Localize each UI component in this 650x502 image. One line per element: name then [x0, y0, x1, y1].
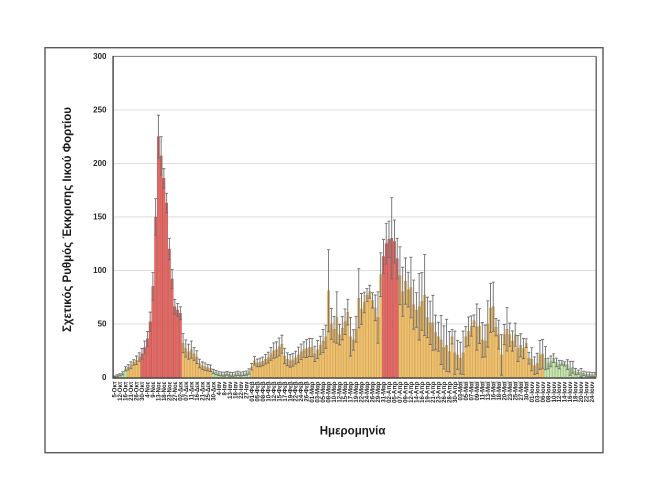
- svg-text:19-Μαρ: 19-Μαρ: [354, 381, 360, 402]
- svg-text:22-Φεβ: 22-Φεβ: [294, 381, 300, 401]
- svg-text:09-Μαϊ: 09-Μαϊ: [475, 381, 481, 400]
- svg-text:150: 150: [93, 213, 107, 222]
- svg-text:29-Μαρ: 29-Μαρ: [376, 381, 382, 402]
- svg-text:23-Νοε: 23-Νοε: [167, 381, 173, 401]
- svg-text:24-Μαρ: 24-Μαρ: [365, 381, 371, 402]
- svg-text:10-Φεβ: 10-Φεβ: [266, 381, 272, 401]
- svg-text:08-Μαρ: 08-Μαρ: [327, 381, 333, 402]
- svg-text:05-Μαϊ: 05-Μαϊ: [464, 381, 470, 400]
- svg-text:27-Νοε: 27-Νοε: [173, 381, 179, 401]
- svg-text:17-Φεβ: 17-Φεβ: [283, 381, 289, 401]
- svg-text:05-Φεβ: 05-Φεβ: [255, 381, 261, 401]
- svg-text:27-Ιαν: 27-Ιαν: [244, 381, 250, 399]
- svg-text:25-Μαϊ: 25-Μαϊ: [513, 381, 519, 400]
- svg-text:30-Απρ: 30-Απρ: [453, 381, 459, 403]
- svg-text:22-Μαρ: 22-Μαρ: [360, 381, 366, 402]
- svg-text:10-Μαρ: 10-Μαρ: [332, 381, 338, 402]
- svg-text:200: 200: [93, 159, 107, 168]
- svg-text:20-Ιουν: 20-Ιουν: [579, 381, 585, 402]
- svg-text:15-Φεβ: 15-Φεβ: [277, 381, 283, 401]
- svg-text:14-Ιουν: 14-Ιουν: [563, 381, 569, 402]
- svg-text:08-Φεβ: 08-Φεβ: [261, 381, 267, 401]
- svg-text:07-Δεκ: 07-Δεκ: [184, 381, 190, 401]
- svg-text:26-Οκτ: 26-Οκτ: [135, 381, 141, 401]
- svg-text:30-Οκτ: 30-Οκτ: [140, 381, 146, 401]
- svg-text:01-Μαρ: 01-Μαρ: [310, 381, 316, 402]
- svg-text:01-Ιουν: 01-Ιουν: [530, 381, 536, 402]
- svg-text:09-Απρ: 09-Απρ: [404, 381, 410, 403]
- svg-text:26-Μαρ: 26-Μαρ: [371, 381, 377, 402]
- svg-text:16-Οκτ: 16-Οκτ: [124, 381, 130, 401]
- svg-text:23-Μαϊ: 23-Μαϊ: [508, 381, 514, 400]
- svg-text:8-Ιαν: 8-Ιαν: [222, 381, 228, 396]
- svg-text:24-Φεβ: 24-Φεβ: [299, 381, 305, 401]
- svg-text:18-Μαϊ: 18-Μαϊ: [497, 381, 503, 400]
- svg-text:250: 250: [93, 106, 107, 115]
- svg-text:Σχετικός Ρυθμός Έκκρισης Ιικού: Σχετικός Ρυθμός Έκκρισης Ιικού Φορτίου: [62, 107, 74, 332]
- svg-text:16-Μαϊ: 16-Μαϊ: [491, 381, 497, 400]
- svg-text:23-Απρ: 23-Απρ: [436, 381, 442, 403]
- svg-text:20-Μαϊ: 20-Μαϊ: [502, 381, 508, 400]
- svg-text:16-Δεκ: 16-Δεκ: [195, 381, 201, 401]
- svg-text:19-Απρ: 19-Απρ: [425, 381, 431, 403]
- svg-text:21-Οκτ: 21-Οκτ: [129, 381, 135, 401]
- svg-text:28-Απρ: 28-Απρ: [447, 381, 453, 403]
- svg-text:5-Οκτ: 5-Οκτ: [113, 381, 119, 397]
- svg-text:19-Φεβ: 19-Φεβ: [288, 381, 294, 401]
- svg-text:26-Απρ: 26-Απρ: [442, 381, 448, 403]
- svg-text:30-Δεκ: 30-Δεκ: [211, 381, 217, 401]
- svg-text:50: 50: [98, 320, 107, 329]
- svg-text:02-Απρ: 02-Απρ: [387, 381, 393, 403]
- svg-text:18-Νοε: 18-Νοε: [162, 381, 168, 401]
- svg-text:9-Νοε: 9-Νοε: [151, 381, 157, 397]
- svg-text:08-Ιουν: 08-Ιουν: [546, 381, 552, 402]
- svg-text:13-Νοε: 13-Νοε: [156, 381, 162, 401]
- svg-text:0: 0: [102, 373, 107, 382]
- svg-text:12-Οκτ: 12-Οκτ: [118, 381, 124, 401]
- svg-text:01-Φεβ: 01-Φεβ: [250, 381, 256, 401]
- svg-text:07-Απρ: 07-Απρ: [398, 381, 404, 403]
- svg-text:05-Μαρ: 05-Μαρ: [321, 381, 327, 402]
- svg-text:22-Ιουν: 22-Ιουν: [585, 381, 591, 402]
- svg-text:02-Δεκ: 02-Δεκ: [178, 381, 184, 401]
- svg-text:100: 100: [93, 266, 107, 275]
- svg-text:21-Δεκ: 21-Δεκ: [200, 381, 206, 401]
- svg-text:11-Δεκ: 11-Δεκ: [189, 381, 195, 401]
- svg-text:11-Μαϊ: 11-Μαϊ: [480, 381, 486, 400]
- svg-text:15-Μαρ: 15-Μαρ: [343, 381, 349, 402]
- svg-text:13-Ιαν: 13-Ιαν: [228, 381, 234, 399]
- svg-text:14-Απρ: 14-Απρ: [415, 381, 421, 403]
- svg-text:25-Δεκ: 25-Δεκ: [206, 381, 212, 401]
- svg-text:03-Ιουν: 03-Ιουν: [535, 381, 541, 402]
- svg-text:30-Μαϊ: 30-Μαϊ: [524, 381, 530, 400]
- svg-text:24-Ιουν: 24-Ιουν: [590, 381, 596, 402]
- svg-text:03-Μαρ: 03-Μαρ: [316, 381, 322, 402]
- svg-text:16-Απρ: 16-Απρ: [420, 381, 426, 403]
- svg-text:13-Μαϊ: 13-Μαϊ: [486, 381, 492, 400]
- svg-text:31-Μαρ: 31-Μαρ: [382, 381, 388, 402]
- svg-text:12-Μαρ: 12-Μαρ: [338, 381, 344, 402]
- svg-text:18-Ιαν: 18-Ιαν: [233, 381, 239, 399]
- svg-text:18-Ιουν: 18-Ιουν: [574, 381, 580, 402]
- svg-text:21-Απρ: 21-Απρ: [431, 381, 437, 403]
- svg-text:4-Νοε: 4-Νοε: [146, 381, 152, 397]
- svg-text:16-Ιουν: 16-Ιουν: [568, 381, 574, 402]
- svg-text:Ημερομηνία: Ημερομηνία: [320, 426, 386, 438]
- svg-text:07-Μαϊ: 07-Μαϊ: [469, 381, 475, 400]
- svg-text:26-Φεβ: 26-Φεβ: [305, 381, 311, 401]
- svg-text:22-Ιαν: 22-Ιαν: [239, 381, 245, 399]
- svg-text:4-Ιαν: 4-Ιαν: [217, 381, 223, 396]
- svg-text:06-Ιουν: 06-Ιουν: [541, 381, 547, 402]
- svg-text:12-Ιουν: 12-Ιουν: [557, 381, 563, 402]
- svg-text:03-Μαϊ: 03-Μαϊ: [458, 381, 464, 400]
- svg-text:12-Φεβ: 12-Φεβ: [272, 381, 278, 401]
- svg-text:27-Μαϊ: 27-Μαϊ: [519, 381, 525, 400]
- svg-text:17-Μαρ: 17-Μαρ: [349, 381, 355, 402]
- svg-text:10-Ιουν: 10-Ιουν: [552, 381, 558, 402]
- svg-text:05-Απρ: 05-Απρ: [393, 381, 399, 403]
- svg-text:300: 300: [93, 52, 107, 61]
- svg-text:12-Απρ: 12-Απρ: [409, 381, 415, 403]
